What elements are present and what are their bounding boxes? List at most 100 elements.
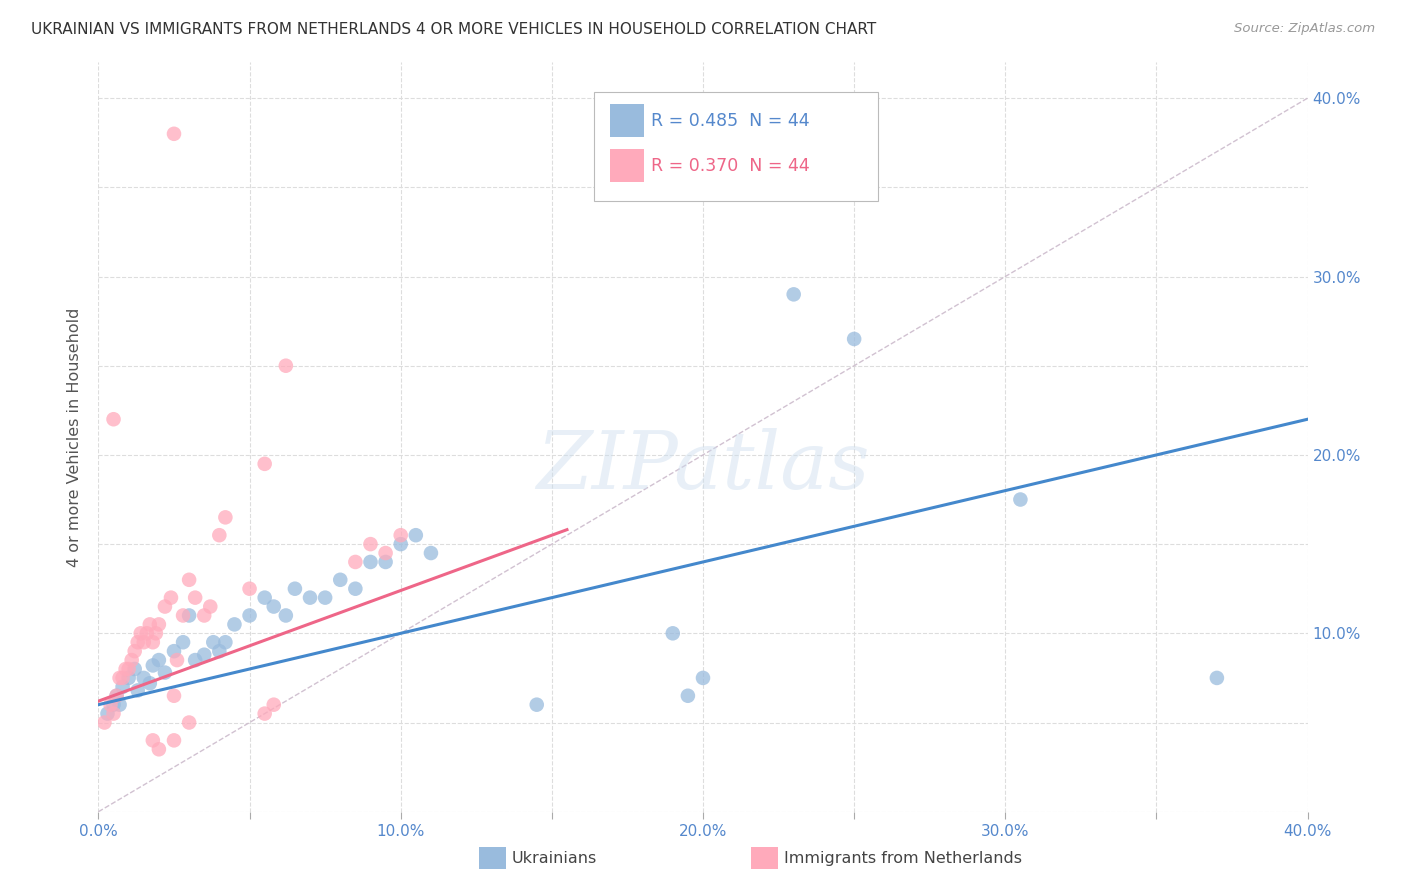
- Point: [184, 591, 207, 605]
- Text: R = 0.485  N = 44: R = 0.485 N = 44: [651, 112, 810, 130]
- Point: [105, 689, 128, 703]
- Point: [93, 715, 115, 730]
- Point: [118, 671, 141, 685]
- Point: [253, 457, 276, 471]
- Point: [389, 528, 412, 542]
- Point: [121, 653, 143, 667]
- Text: Immigrants from Netherlands: Immigrants from Netherlands: [785, 851, 1022, 865]
- Point: [148, 617, 170, 632]
- Point: [274, 359, 297, 373]
- Point: [166, 653, 188, 667]
- Point: [1206, 671, 1229, 685]
- Point: [172, 608, 194, 623]
- Point: [142, 733, 165, 747]
- Point: [153, 599, 176, 614]
- Point: [405, 528, 427, 542]
- Point: [145, 626, 167, 640]
- Point: [111, 671, 134, 685]
- Text: Source: ZipAtlas.com: Source: ZipAtlas.com: [1234, 22, 1375, 36]
- FancyBboxPatch shape: [479, 847, 506, 870]
- Point: [661, 626, 683, 640]
- Point: [200, 599, 222, 614]
- Point: [127, 635, 149, 649]
- Point: [360, 555, 382, 569]
- Point: [239, 608, 262, 623]
- Text: Ukrainians: Ukrainians: [512, 851, 598, 865]
- Point: [100, 698, 122, 712]
- Point: [253, 591, 276, 605]
- Point: [163, 689, 186, 703]
- Point: [111, 680, 134, 694]
- Point: [314, 591, 336, 605]
- Point: [103, 412, 125, 426]
- Point: [263, 599, 285, 614]
- Text: UKRAINIAN VS IMMIGRANTS FROM NETHERLANDS 4 OR MORE VEHICLES IN HOUSEHOLD CORRELA: UKRAINIAN VS IMMIGRANTS FROM NETHERLANDS…: [31, 22, 876, 37]
- Point: [127, 683, 149, 698]
- Point: [374, 546, 396, 560]
- Point: [163, 644, 186, 658]
- Point: [344, 582, 367, 596]
- Point: [148, 653, 170, 667]
- Point: [103, 698, 125, 712]
- FancyBboxPatch shape: [751, 847, 778, 870]
- Point: [253, 706, 276, 721]
- Point: [103, 706, 125, 721]
- Point: [179, 715, 201, 730]
- Point: [360, 537, 382, 551]
- Text: ZIPatlas: ZIPatlas: [536, 428, 870, 506]
- Point: [179, 573, 201, 587]
- Point: [108, 671, 131, 685]
- Point: [163, 127, 186, 141]
- Point: [783, 287, 806, 301]
- Point: [329, 573, 352, 587]
- Point: [129, 626, 152, 640]
- Point: [224, 617, 246, 632]
- Point: [263, 698, 285, 712]
- Point: [142, 635, 165, 649]
- Point: [389, 537, 412, 551]
- Point: [172, 635, 194, 649]
- Point: [114, 662, 136, 676]
- Point: [420, 546, 443, 560]
- Point: [132, 671, 155, 685]
- Point: [148, 742, 170, 756]
- Point: [299, 591, 322, 605]
- Point: [184, 653, 207, 667]
- FancyBboxPatch shape: [595, 93, 879, 201]
- Point: [374, 555, 396, 569]
- Point: [1010, 492, 1032, 507]
- Point: [214, 510, 236, 524]
- Point: [124, 644, 146, 658]
- Point: [108, 698, 131, 712]
- Point: [179, 608, 201, 623]
- Point: [163, 733, 186, 747]
- Point: [526, 698, 548, 712]
- Point: [135, 626, 157, 640]
- Point: [96, 706, 118, 721]
- Point: [239, 582, 262, 596]
- Point: [193, 648, 215, 662]
- Point: [105, 689, 128, 703]
- Point: [124, 662, 146, 676]
- Point: [132, 635, 155, 649]
- Text: R = 0.370  N = 44: R = 0.370 N = 44: [651, 157, 810, 175]
- Point: [160, 591, 183, 605]
- Point: [274, 608, 297, 623]
- Point: [193, 608, 215, 623]
- Point: [202, 635, 225, 649]
- Point: [142, 658, 165, 673]
- Point: [139, 617, 162, 632]
- Point: [676, 689, 699, 703]
- Y-axis label: 4 or more Vehicles in Household: 4 or more Vehicles in Household: [67, 308, 83, 566]
- Point: [284, 582, 307, 596]
- Point: [118, 662, 141, 676]
- Point: [214, 635, 236, 649]
- Point: [344, 555, 367, 569]
- Point: [208, 528, 231, 542]
- Point: [692, 671, 714, 685]
- FancyBboxPatch shape: [610, 149, 644, 182]
- FancyBboxPatch shape: [610, 103, 644, 137]
- Point: [139, 676, 162, 690]
- Point: [208, 644, 231, 658]
- Point: [153, 665, 176, 680]
